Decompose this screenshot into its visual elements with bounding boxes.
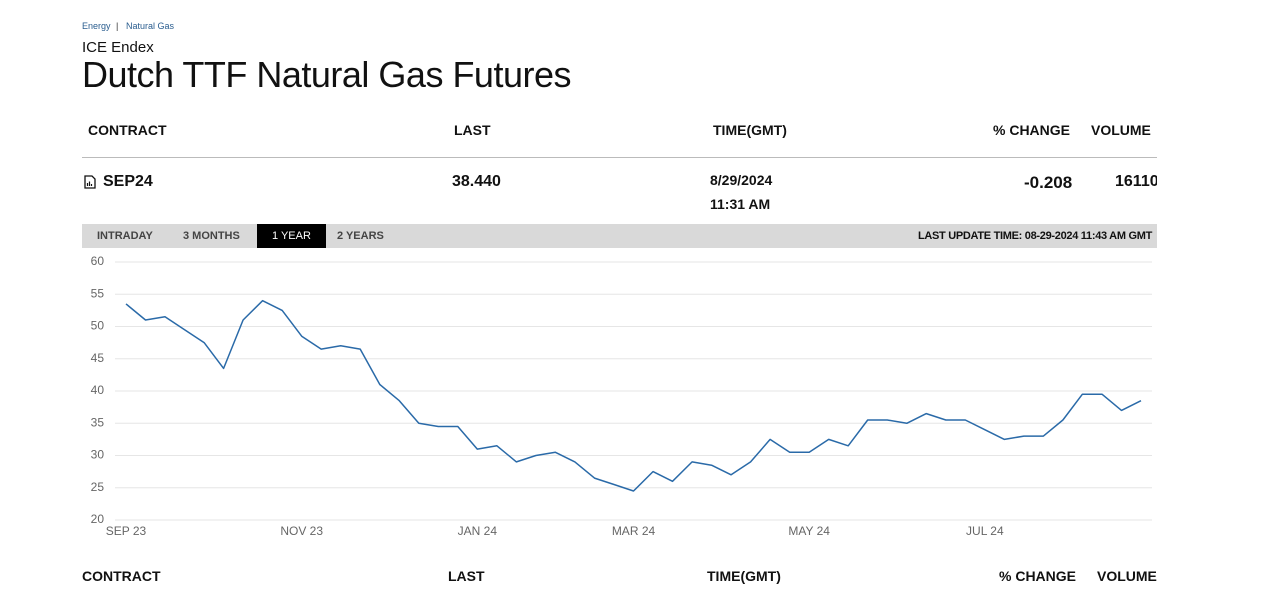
x-tick-label: JUL 24 [966, 524, 1004, 538]
divider [82, 157, 1157, 158]
page-title: Dutch TTF Natural Gas Futures [82, 54, 572, 95]
column-header: CONTRACT [88, 122, 167, 138]
y-tick-label: 25 [91, 480, 105, 494]
price-line [125, 299, 1142, 492]
column-header: % CHANGE [999, 568, 1077, 584]
chart: 20 25 30 35 40 45 50 55 60 SEP 23 NOV 23 JAN 24 MAR … [91, 254, 1152, 538]
x-tick-label: JAN 24 [458, 524, 498, 538]
y-tick-label: 50 [91, 319, 105, 333]
column-header: CONTRACT [82, 568, 161, 584]
range-tab[interactable]: INTRADAY [97, 230, 153, 242]
content: Energy | Natural Gas ICE Endex Dutch TTF… [82, 0, 1157, 591]
volume: 16110 [1115, 173, 1157, 190]
y-tick-label: 20 [91, 512, 105, 526]
last-update: LAST UPDATE TIME: 08-29-2024 11:43 AM GM… [917, 230, 1152, 242]
column-header: VOLUME [1091, 122, 1151, 138]
y-tick-label: 40 [91, 383, 105, 397]
y-tick-label: 35 [91, 415, 105, 429]
y-tick-label: 45 [91, 351, 105, 365]
range-tab[interactable]: 3 MONTHS [183, 230, 240, 242]
column-header: LAST [454, 122, 491, 138]
range-tab[interactable]: 2 YEARS [337, 230, 384, 242]
exchange: ICE Endex [82, 39, 154, 56]
last-price: 38.440 [452, 173, 501, 190]
x-tick-label: NOV 23 [280, 524, 323, 538]
column-header: TIME(GMT) [713, 122, 787, 138]
x-tick-label: MAR 24 [612, 524, 656, 538]
x-tick-label: MAY 24 [788, 524, 830, 538]
x-tick-label: SEP 23 [106, 524, 147, 538]
column-header: TIME(GMT) [707, 568, 781, 584]
column-header: VOLUME [1097, 568, 1157, 584]
trade-date: 8/29/2024 [710, 172, 773, 188]
contract[interactable]: SEP24 [103, 173, 153, 190]
breadcrumb[interactable]: Natural Gas [126, 21, 175, 31]
column-header: % CHANGE [993, 122, 1071, 138]
y-tick-label: 55 [91, 286, 105, 300]
y-tick-label: 30 [91, 448, 105, 462]
column-header: LAST [448, 568, 485, 584]
trade-time: 11:31 AM [710, 196, 771, 212]
breadcrumb[interactable]: Energy [82, 21, 111, 31]
percent-change: -0.208 [1024, 173, 1073, 192]
tab-bar: LAST UPDATE TIME: 08-29-2024 11:43 AM GM… [82, 224, 1157, 248]
doc-icon[interactable] [84, 175, 96, 189]
breadcrumb-separator: | [116, 21, 119, 31]
y-tick-label: 60 [91, 254, 105, 268]
range-tab[interactable]: 1 YEAR [257, 224, 326, 248]
